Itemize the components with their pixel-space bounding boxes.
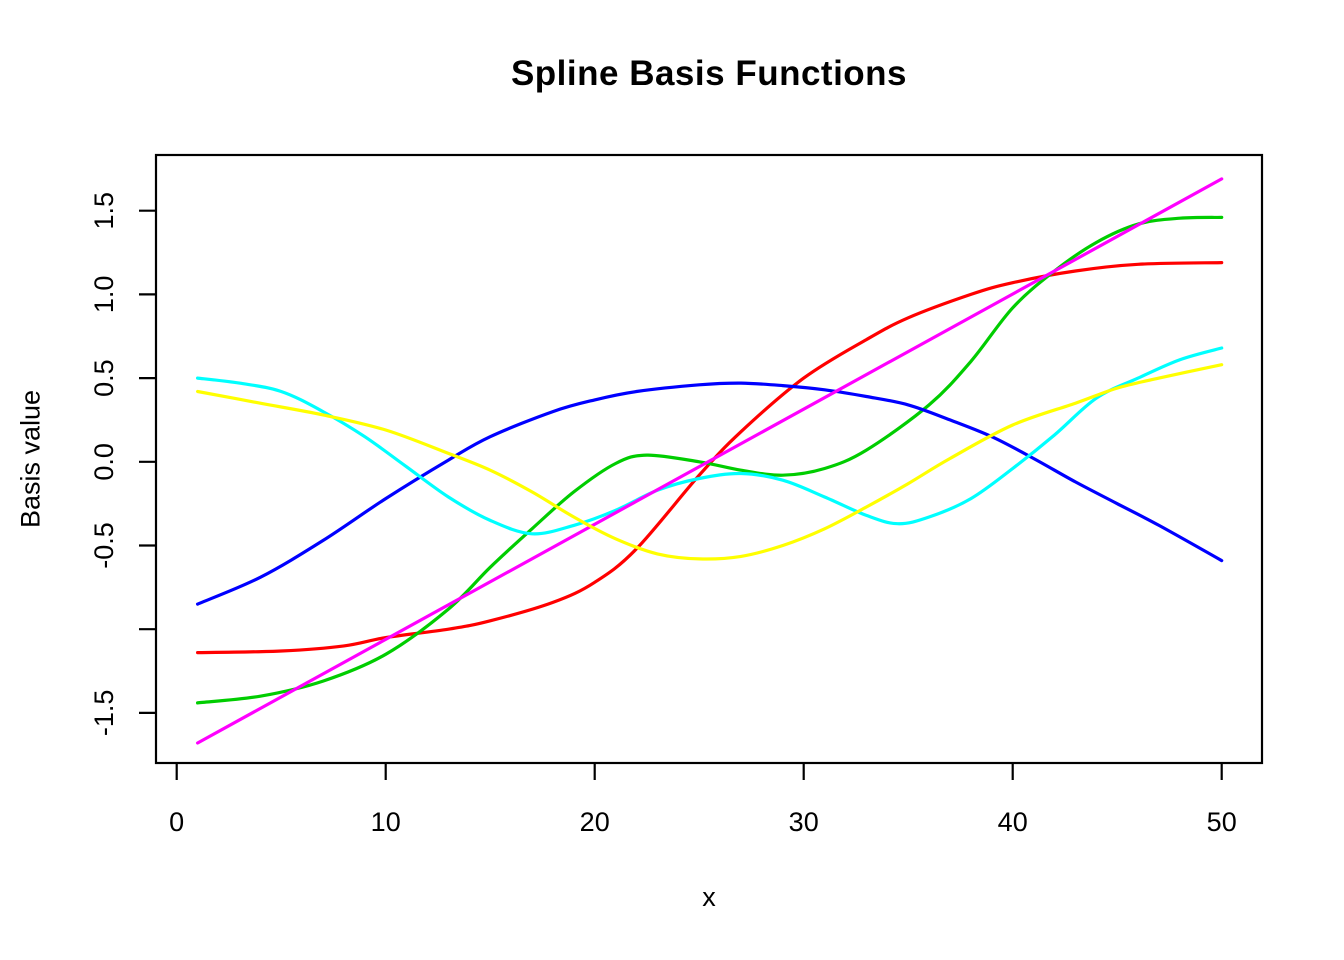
y-tick-label: 0.0: [89, 443, 119, 481]
x-tick-label: 20: [580, 807, 610, 837]
y-tick-label: -1.5: [89, 690, 119, 737]
series-line-magenta: [196, 177, 1224, 745]
y-tick-label: 1.5: [89, 192, 119, 230]
x-tick-label: 10: [371, 807, 401, 837]
series-line-yellow: [196, 363, 1224, 561]
x-tick-label: 30: [789, 807, 819, 837]
x-tick-label: 40: [998, 807, 1028, 837]
plot-box: [154, 153, 1264, 765]
y-tick-label: 1.0: [89, 276, 119, 314]
chart-title: Spline Basis Functions: [510, 54, 908, 93]
x-tick-label: 0: [169, 807, 184, 837]
series-line-blue: [196, 381, 1224, 606]
series-line-red: [196, 261, 1224, 655]
y-tick-label: -0.5: [89, 522, 119, 569]
y-tick-label: 0.5: [89, 359, 119, 397]
series-line-cyan: [196, 346, 1224, 536]
x-axis-label: x: [702, 882, 716, 912]
x-tick-label: 50: [1207, 807, 1237, 837]
